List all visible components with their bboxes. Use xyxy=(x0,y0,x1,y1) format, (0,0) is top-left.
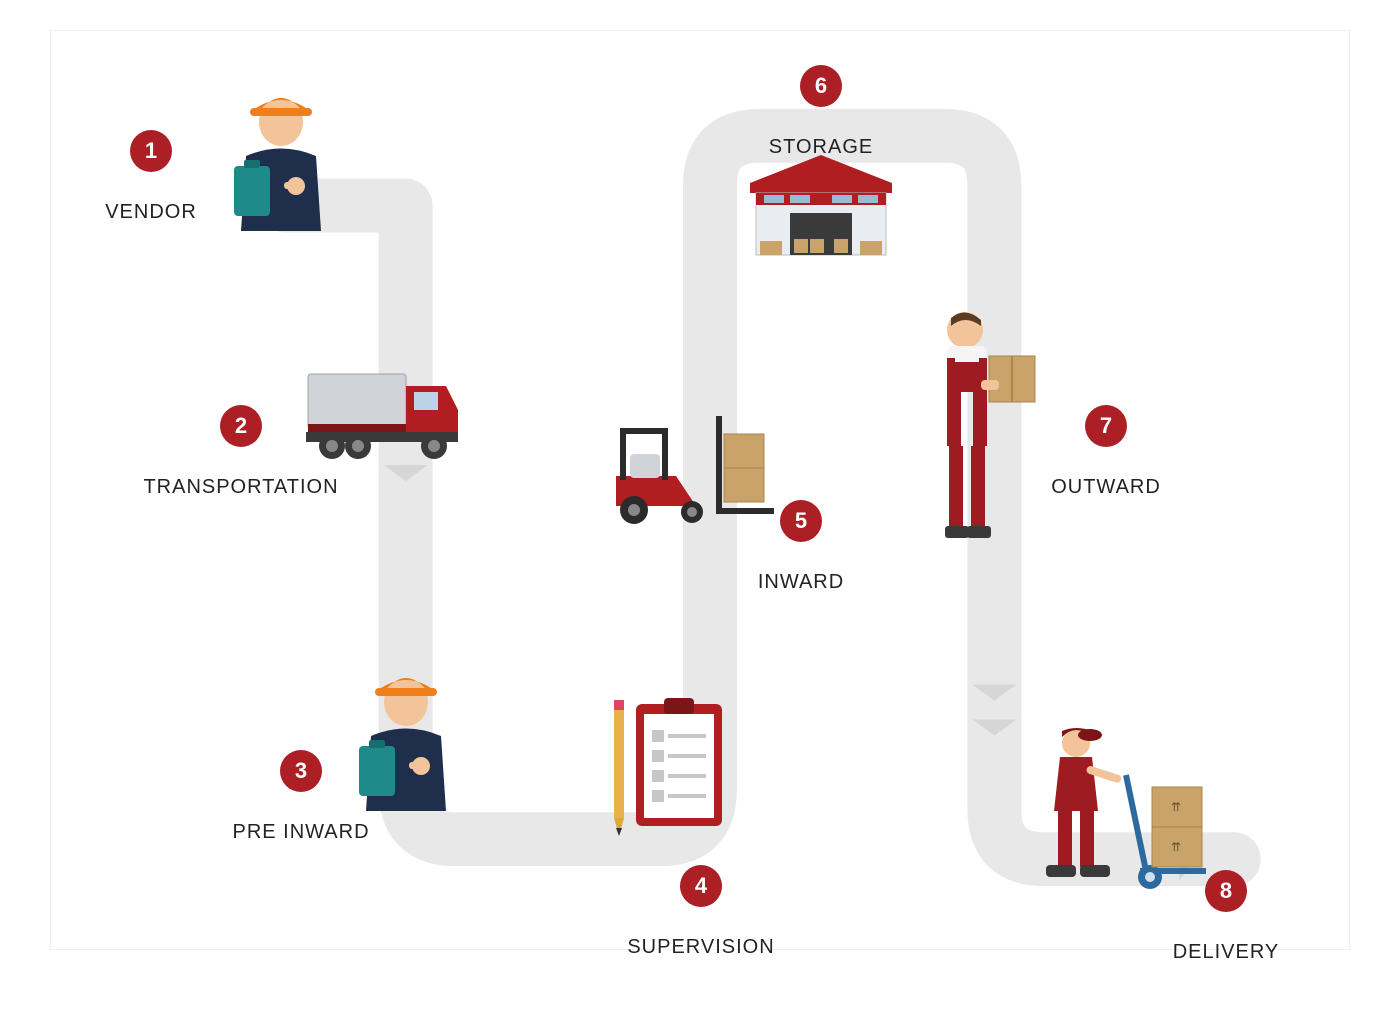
step-label: VENDOR xyxy=(105,201,197,224)
step-badge: 6 xyxy=(800,65,842,107)
step-label: SUPERVISION xyxy=(627,936,774,959)
step-badge: 8 xyxy=(1205,870,1247,912)
step-badge: 7 xyxy=(1085,405,1127,447)
step-label: PRE INWARD xyxy=(232,821,369,844)
step-label: STORAGE xyxy=(769,136,873,159)
step-badge: 4 xyxy=(680,865,722,907)
delivery-cart-icon: ⇈ ⇈ xyxy=(1026,721,1226,896)
preinward-worker-icon xyxy=(351,666,461,816)
step-label: INWARD xyxy=(758,571,844,594)
step-badge: 3 xyxy=(280,750,322,792)
step-badge: 5 xyxy=(780,500,822,542)
step-transportation: 2 xyxy=(220,405,262,457)
svg-text:⇈: ⇈ xyxy=(1171,800,1181,814)
clipboard-pencil-icon xyxy=(606,696,726,851)
step-delivery: 8 xyxy=(1205,870,1247,922)
warehouse-icon xyxy=(746,151,896,266)
step-outward: 7 xyxy=(1085,405,1127,457)
step-label: DELIVERY xyxy=(1173,941,1280,964)
forklift-icon xyxy=(606,416,776,531)
outward-worker-icon xyxy=(911,306,1041,551)
step-label: OUTWARD xyxy=(1051,476,1161,499)
truck-icon xyxy=(306,366,466,466)
step-supervision: 4 xyxy=(680,865,722,917)
step-badge: 1 xyxy=(130,130,172,172)
step-vendor: 1 xyxy=(130,130,172,182)
step-storage: 6 xyxy=(800,65,842,117)
step-inward: 5 xyxy=(780,500,822,552)
step-label: TRANSPORTATION xyxy=(143,476,338,499)
step-badge: 2 xyxy=(220,405,262,447)
svg-text:⇈: ⇈ xyxy=(1171,840,1181,854)
process-flow-diagram: ⇈ ⇈ 1 2 3 4 5 6 7 8 VENDOR TRANSPORTATION PRE INW… xyxy=(50,30,1350,950)
vendor-worker-icon xyxy=(226,86,336,236)
step-pre-inward: 3 xyxy=(280,750,322,802)
